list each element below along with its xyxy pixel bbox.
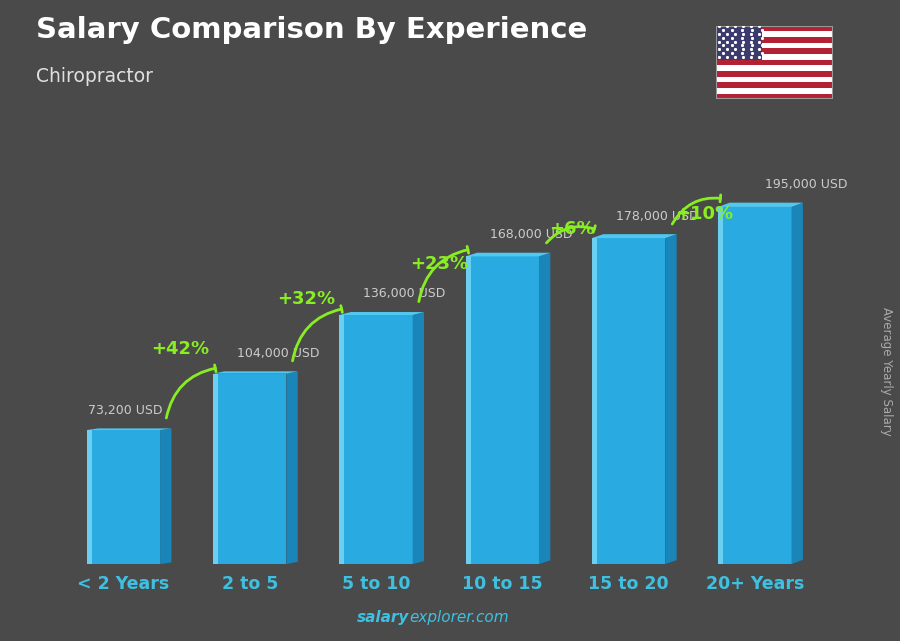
Polygon shape xyxy=(339,315,345,564)
Bar xyxy=(716,60,832,65)
Text: explorer.com: explorer.com xyxy=(410,610,509,625)
Polygon shape xyxy=(718,207,724,564)
Bar xyxy=(716,77,832,82)
Text: +42%: +42% xyxy=(151,340,209,358)
Text: +10%: +10% xyxy=(675,205,734,223)
Text: 168,000 USD: 168,000 USD xyxy=(490,228,572,241)
Polygon shape xyxy=(213,371,298,374)
Bar xyxy=(716,37,832,43)
Text: Salary Comparison By Experience: Salary Comparison By Experience xyxy=(36,16,587,44)
Bar xyxy=(716,26,832,31)
Bar xyxy=(716,43,832,48)
Polygon shape xyxy=(718,203,803,207)
Polygon shape xyxy=(160,428,171,564)
Text: +23%: +23% xyxy=(410,255,468,273)
Polygon shape xyxy=(592,238,597,564)
Polygon shape xyxy=(86,428,171,430)
Bar xyxy=(716,54,832,60)
Text: 136,000 USD: 136,000 USD xyxy=(364,287,446,301)
Polygon shape xyxy=(791,203,803,564)
Bar xyxy=(716,88,832,94)
Text: 104,000 USD: 104,000 USD xyxy=(237,347,320,360)
Text: +32%: +32% xyxy=(277,290,336,308)
Polygon shape xyxy=(465,253,550,256)
Text: salary: salary xyxy=(357,610,410,625)
Text: 195,000 USD: 195,000 USD xyxy=(765,178,848,191)
Bar xyxy=(716,71,832,77)
Bar xyxy=(716,94,832,99)
Polygon shape xyxy=(213,374,218,564)
Polygon shape xyxy=(592,234,677,238)
Text: 73,200 USD: 73,200 USD xyxy=(88,404,163,417)
Bar xyxy=(86,430,160,564)
Polygon shape xyxy=(339,312,424,315)
Polygon shape xyxy=(539,253,550,564)
Bar xyxy=(213,374,286,564)
Bar xyxy=(716,48,832,54)
Polygon shape xyxy=(465,256,471,564)
Text: Chiropractor: Chiropractor xyxy=(36,67,153,87)
Bar xyxy=(716,82,832,88)
Polygon shape xyxy=(413,312,424,564)
Bar xyxy=(339,315,413,564)
Polygon shape xyxy=(665,234,677,564)
Bar xyxy=(716,26,762,60)
Bar xyxy=(465,256,539,564)
Bar xyxy=(718,207,791,564)
Polygon shape xyxy=(286,371,298,564)
Bar xyxy=(592,238,665,564)
Text: Average Yearly Salary: Average Yearly Salary xyxy=(880,308,893,436)
Text: 178,000 USD: 178,000 USD xyxy=(616,210,698,222)
Polygon shape xyxy=(86,430,92,564)
Bar xyxy=(716,65,832,71)
Bar xyxy=(716,31,832,37)
Text: +6%: +6% xyxy=(549,221,594,238)
